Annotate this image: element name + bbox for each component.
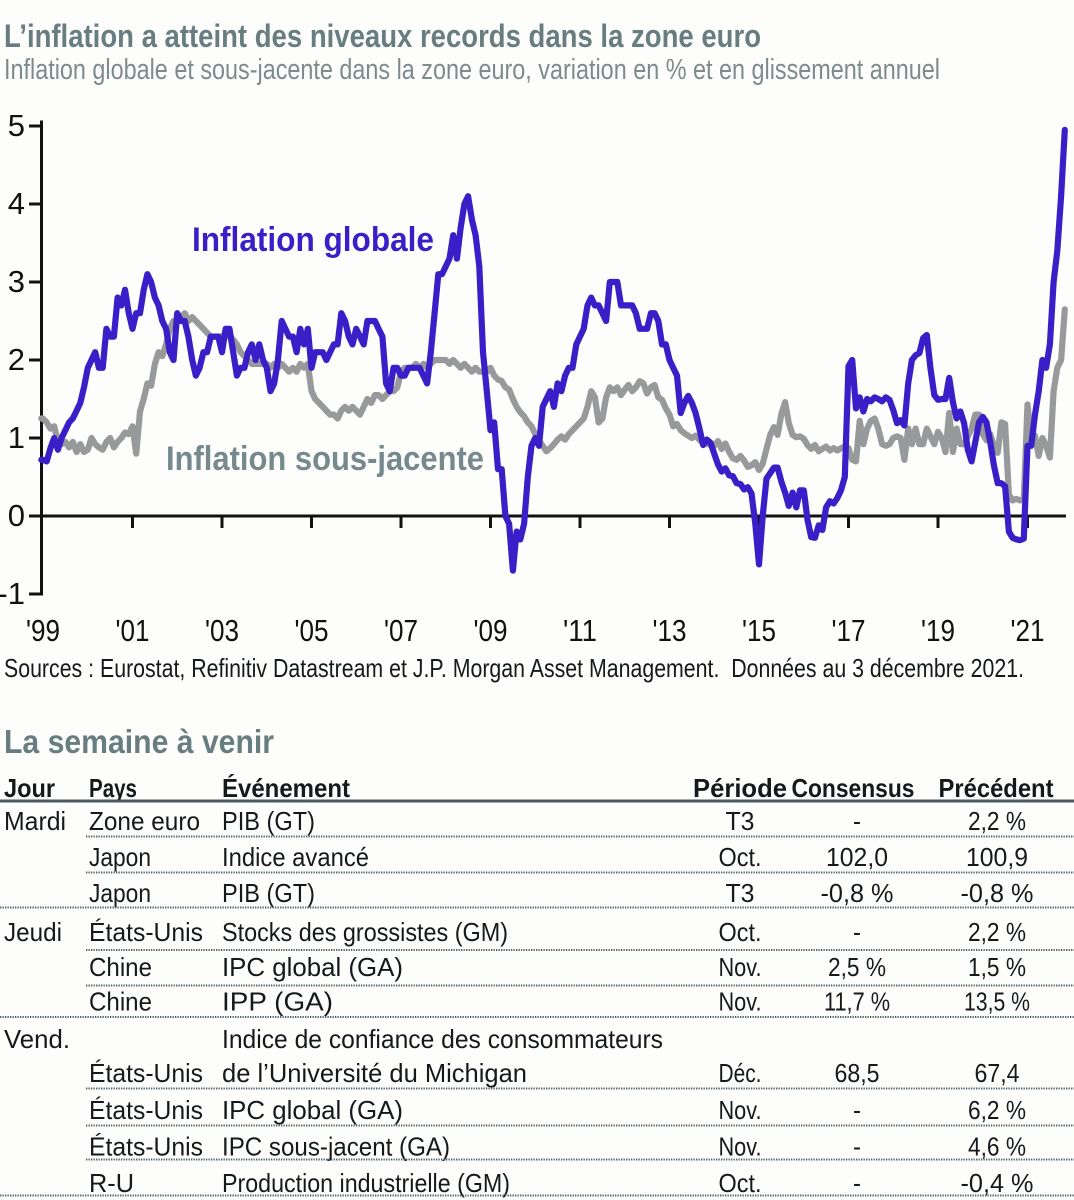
svg-text:'19: '19 (921, 613, 955, 648)
svg-text:Déc.: Déc. (719, 1058, 762, 1088)
svg-text:'01: '01 (116, 613, 150, 648)
svg-text:-0,8 %: -0,8 % (821, 878, 894, 908)
svg-text:4,6 %: 4,6 % (968, 1132, 1026, 1162)
svg-text:4: 4 (8, 186, 25, 221)
svg-text:IPC global (GA): IPC global (GA) (222, 952, 403, 982)
svg-text:5: 5 (8, 108, 25, 143)
svg-text:68,5: 68,5 (835, 1058, 880, 1088)
svg-text:États-Unis: États-Unis (89, 1058, 203, 1088)
svg-text:Pays: Pays (89, 773, 137, 803)
svg-text:Nov.: Nov. (719, 1095, 762, 1125)
svg-text:États-Unis: États-Unis (89, 917, 203, 947)
svg-text:'09: '09 (474, 613, 508, 648)
svg-text:'11: '11 (563, 613, 597, 648)
svg-text:T3: T3 (726, 806, 755, 836)
svg-text:Mardi: Mardi (4, 806, 66, 836)
svg-text:Inflation globale: Inflation globale (192, 221, 434, 259)
svg-text:Sources : Eurostat, Refinitiv: Sources : Eurostat, Refinitiv Datastream… (4, 653, 1024, 683)
svg-text:Indice de confiance des consom: Indice de confiance des consommateurs (222, 1024, 663, 1054)
svg-text:Indice avancé: Indice avancé (222, 842, 369, 872)
svg-text:Nov.: Nov. (719, 987, 762, 1017)
svg-text:'21: '21 (1011, 613, 1045, 648)
svg-text:2,2 %: 2,2 % (968, 806, 1026, 836)
svg-text:-: - (853, 806, 861, 836)
svg-text:IPC sous-jacent (GA): IPC sous-jacent (GA) (222, 1132, 450, 1162)
svg-text:Zone euro: Zone euro (89, 806, 200, 836)
svg-text:Jour: Jour (4, 773, 55, 803)
svg-text:'07: '07 (384, 613, 418, 648)
svg-text:Nov.: Nov. (719, 1132, 762, 1162)
svg-text:Oct.: Oct. (719, 842, 762, 872)
svg-text:L’inflation a atteint des nive: L’inflation a atteint des niveaux record… (4, 18, 761, 54)
svg-text:Stocks des grossistes (GM): Stocks des grossistes (GM) (222, 917, 508, 947)
svg-text:États-Unis: États-Unis (89, 1095, 203, 1125)
svg-text:États-Unis: États-Unis (89, 1132, 203, 1162)
svg-text:100,9: 100,9 (966, 842, 1028, 872)
svg-text:1: 1 (8, 420, 25, 455)
svg-text:13,5 %: 13,5 % (964, 987, 1030, 1017)
svg-text:'99: '99 (26, 613, 60, 648)
svg-text:2,5 %: 2,5 % (828, 952, 886, 982)
svg-text:T3: T3 (726, 878, 755, 908)
svg-text:Oct.: Oct. (719, 917, 762, 947)
svg-text:Inflation globale et sous-jace: Inflation globale et sous-jacente dans l… (4, 54, 940, 86)
svg-text:Période: Période (693, 773, 787, 803)
svg-text:0: 0 (8, 498, 25, 533)
svg-text:3: 3 (8, 264, 25, 299)
svg-text:Consensus: Consensus (792, 773, 915, 803)
svg-text:-: - (853, 1168, 861, 1198)
svg-text:Inflation sous-jacente: Inflation sous-jacente (166, 440, 484, 478)
svg-text:Chine: Chine (89, 987, 152, 1017)
svg-text:Production industrielle (GM): Production industrielle (GM) (222, 1168, 510, 1198)
svg-text:Oct.: Oct. (719, 1168, 762, 1198)
svg-text:IPC global (GA): IPC global (GA) (222, 1095, 403, 1125)
svg-text:'03: '03 (205, 613, 239, 648)
svg-text:102,0: 102,0 (826, 842, 888, 872)
svg-text:Japon: Japon (89, 878, 151, 908)
svg-text:'05: '05 (295, 613, 329, 648)
svg-text:IPP (GA): IPP (GA) (222, 987, 333, 1017)
svg-text:-: - (853, 917, 861, 947)
svg-text:Nov.: Nov. (719, 952, 762, 982)
svg-text:-0,8 %: -0,8 % (961, 878, 1034, 908)
svg-text:-: - (853, 1132, 861, 1162)
svg-text:PIB (GT): PIB (GT) (222, 806, 315, 836)
svg-text:'17: '17 (832, 613, 866, 648)
svg-text:2,2 %: 2,2 % (968, 917, 1026, 947)
svg-text:Événement: Événement (222, 773, 350, 803)
svg-text:11,7 %: 11,7 % (824, 987, 890, 1017)
svg-text:-1: -1 (0, 576, 25, 611)
svg-text:2: 2 (8, 342, 25, 377)
svg-text:La semaine à venir: La semaine à venir (4, 723, 274, 760)
svg-text:de l’Université du Michigan: de l’Université du Michigan (222, 1058, 527, 1088)
svg-text:-: - (853, 1095, 861, 1125)
svg-text:'13: '13 (653, 613, 687, 648)
svg-text:Précédent: Précédent (939, 773, 1054, 803)
svg-text:-0,4 %: -0,4 % (961, 1168, 1034, 1198)
svg-text:6,2 %: 6,2 % (968, 1095, 1026, 1125)
svg-text:'15: '15 (742, 613, 776, 648)
svg-text:67,4: 67,4 (975, 1058, 1020, 1088)
svg-text:Japon: Japon (89, 842, 151, 872)
svg-text:R-U: R-U (89, 1168, 134, 1198)
svg-text:Vend.: Vend. (4, 1024, 70, 1054)
svg-text:Chine: Chine (89, 952, 152, 982)
svg-text:1,5 %: 1,5 % (968, 952, 1026, 982)
svg-text:PIB (GT): PIB (GT) (222, 878, 315, 908)
svg-text:Jeudi: Jeudi (4, 917, 62, 947)
